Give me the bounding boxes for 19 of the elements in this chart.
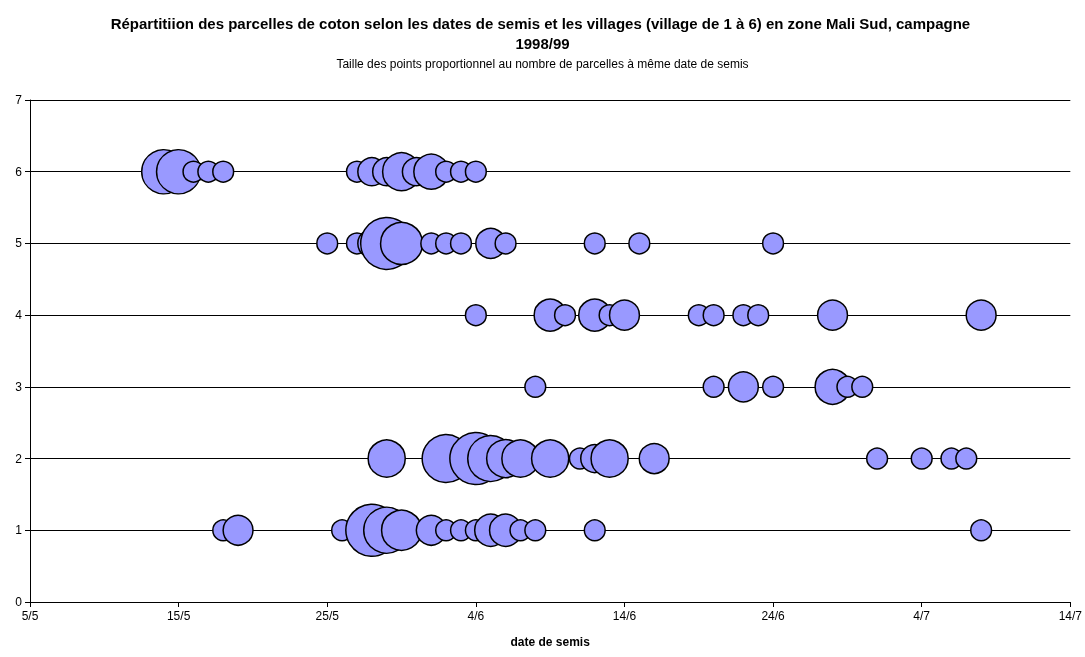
- x-tick-label: 14/7: [1058, 609, 1083, 623]
- y-tick-label: 6: [15, 164, 23, 179]
- x-tick-label: 25/5: [315, 609, 340, 623]
- chart-subtitle: Taille des points proportionnel au nombre de parcelles à même date de semis: [336, 57, 749, 71]
- x-tick-label: 4/7: [913, 609, 931, 623]
- chart-title: Répartitiion des parcelles de coton selon les dates de semis et les villages (village de 1 à 6) en zone Mali Sud, campagne 1998/99: [110, 14, 975, 52]
- x-tick-label: 14/6: [612, 609, 637, 623]
- y-tick-label: 3: [15, 379, 23, 394]
- x-tick-label: 4/6: [467, 609, 485, 623]
- y-tick-label: 4: [15, 308, 23, 323]
- y-tick-label: 0: [15, 595, 23, 609]
- y-tick-label: 2: [15, 451, 23, 466]
- x-axis-title: date de semis: [510, 635, 591, 649]
- x-tick-label: 5/5: [21, 609, 39, 623]
- y-tick-label: 1: [15, 523, 23, 538]
- x-tick-label: 15/5: [166, 609, 191, 623]
- y-tick-label: 7: [15, 93, 23, 107]
- y-tick-label: 5: [15, 236, 23, 251]
- x-tick-label: 24/6: [761, 609, 786, 623]
